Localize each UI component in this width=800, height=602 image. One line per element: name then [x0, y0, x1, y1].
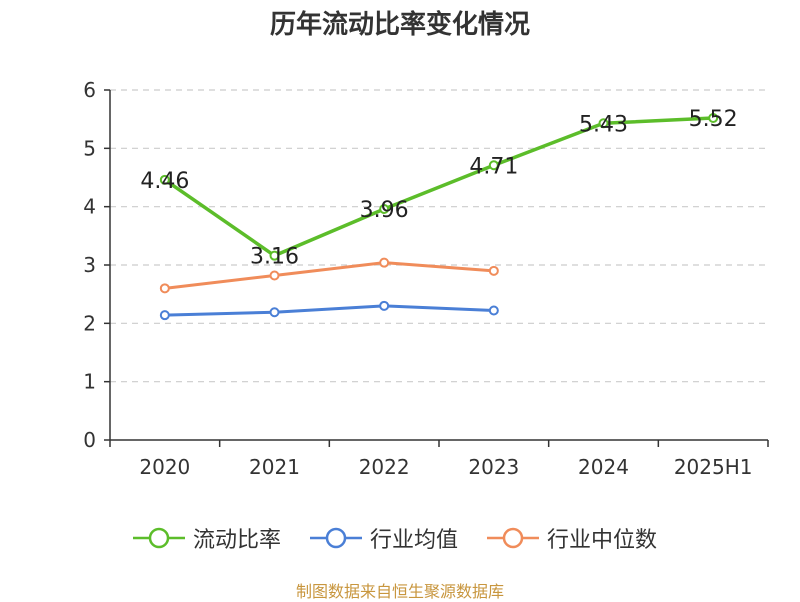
x-tick-label: 2023: [468, 455, 519, 479]
data-point: [269, 270, 280, 281]
data-label: 3.16: [250, 245, 299, 270]
data-point: [159, 310, 170, 321]
data-label: 4.71: [469, 154, 518, 179]
legend: 流动比率 行业均值 行业中位数: [0, 518, 800, 558]
data-label: 4.46: [140, 169, 189, 194]
legend-item[interactable]: 流动比率: [133, 518, 281, 558]
legend-item[interactable]: 行业中位数: [487, 518, 657, 558]
y-tick-label: 0: [83, 428, 96, 452]
gridlines: [110, 89, 768, 383]
data-point: [379, 204, 390, 214]
data-point: [159, 174, 170, 185]
legend-label: 流动比率: [193, 528, 282, 553]
data-point: [598, 118, 609, 129]
data-point: [488, 160, 499, 171]
y-tick-label: 3: [83, 253, 96, 277]
y-tick-label: 4: [83, 195, 96, 219]
legend-item[interactable]: 行业均值: [310, 518, 458, 558]
series-lines: [159, 113, 719, 321]
x-tick-label: 2021: [249, 455, 300, 479]
data-label: 3.96: [360, 198, 409, 223]
series-line: [164, 261, 494, 290]
data-label: 5.43: [579, 112, 628, 137]
legend-swatch-icon: [310, 527, 362, 549]
y-tick-label: 5: [83, 136, 96, 160]
y-tick-label: 6: [83, 78, 96, 102]
data-point: [269, 307, 280, 318]
series-line: [164, 304, 494, 317]
data-labels: 4.46 3.16 3.96 4.71 5.43 5.52: [140, 107, 737, 270]
legend-label: 行业中位数: [547, 528, 658, 553]
series-line: [163, 116, 714, 258]
data-point: [488, 265, 499, 276]
x-tick-label: 2020: [139, 455, 190, 479]
axes: 0 1 2 3 4 5 6 2020 2021 2022 2023 2024 2025H1: [83, 78, 769, 479]
data-point: [269, 250, 280, 261]
data-point: [159, 283, 170, 294]
legend-label: 行业均值: [370, 528, 459, 553]
data-point: [708, 113, 719, 123]
data-point: [379, 257, 390, 268]
legend-swatch-icon: [487, 527, 539, 549]
data-label: 5.52: [689, 107, 738, 132]
source-note: 制图数据来自恒生聚源数据库: [295, 582, 504, 601]
data-point: [379, 300, 390, 311]
x-tick-label: 2024: [578, 455, 629, 479]
legend-swatch-icon: [133, 527, 185, 549]
line-chart: 0 1 2 3 4 5 6 2020 2021 2022 2023 2024 2025H1 4.46 3.…: [83, 78, 769, 479]
y-tick-label: 1: [83, 370, 96, 394]
x-tick-label: 2022: [359, 455, 410, 479]
x-tick-label: 2025H1: [674, 455, 753, 479]
chart-title: 历年流动比率变化情况: [269, 10, 530, 40]
y-tick-label: 2: [83, 311, 96, 335]
data-point: [488, 305, 499, 316]
